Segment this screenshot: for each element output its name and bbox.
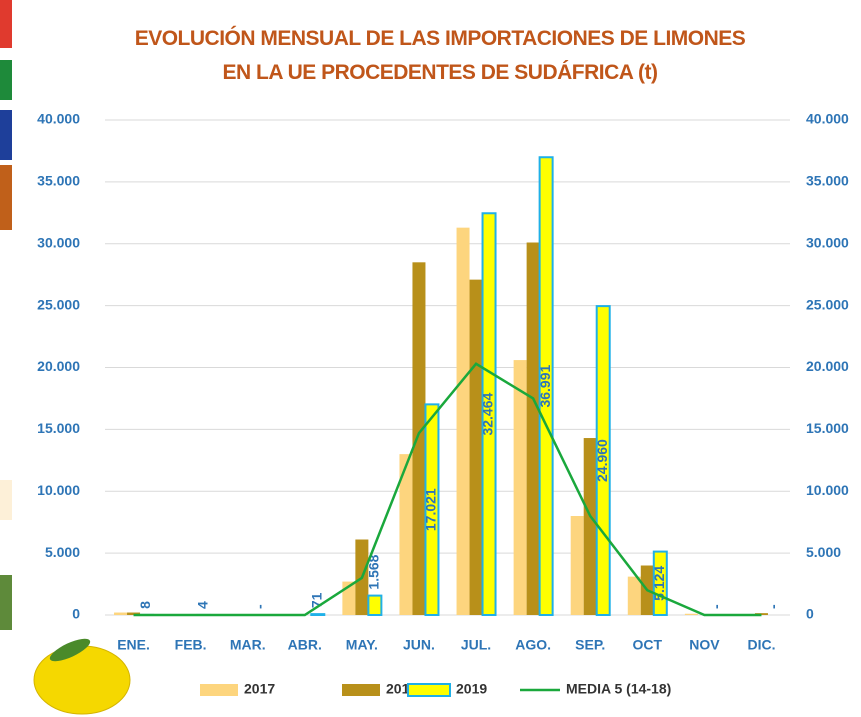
bar	[456, 227, 470, 615]
y2-tick-label: 10.000	[806, 482, 849, 498]
y2-tick-label: 35.000	[806, 173, 849, 189]
bar	[526, 242, 540, 615]
data-label: -	[251, 604, 267, 609]
bar	[538, 156, 554, 616]
y-tick-label: 20.000	[37, 358, 80, 374]
y2-tick-label: 20.000	[806, 358, 849, 374]
bar	[399, 454, 413, 615]
y-tick-label: 15.000	[37, 420, 80, 436]
bar	[469, 279, 483, 615]
bar	[652, 550, 668, 617]
bar	[570, 516, 584, 615]
x-tick-label: NOV	[689, 637, 720, 653]
legend-label: 2019	[456, 681, 487, 697]
side-strip	[0, 110, 12, 160]
y-tick-label: 40.000	[37, 111, 80, 127]
x-tick-label: MAR.	[230, 637, 266, 653]
legend-swatch	[407, 683, 451, 697]
y-tick-label: 35.000	[37, 173, 80, 189]
y2-tick-label: 15.000	[806, 420, 849, 436]
bar	[310, 613, 326, 617]
legend-label: MEDIA 5 (14-18)	[566, 681, 671, 697]
bar	[412, 262, 426, 615]
side-strip	[0, 165, 12, 230]
bar	[127, 612, 141, 615]
data-label: 32.464	[480, 393, 496, 436]
bar	[342, 581, 356, 615]
legend-swatch	[342, 684, 380, 696]
side-strip	[0, 480, 12, 520]
line	[133, 362, 762, 617]
data-label: 4	[194, 601, 210, 609]
data-label: 24.960	[594, 439, 610, 482]
x-tick-label: ENE.	[117, 637, 150, 653]
y-tick-label: 5.000	[45, 544, 80, 560]
bar	[583, 438, 597, 615]
bar	[481, 212, 497, 616]
x-tick-label: ABR.	[288, 637, 322, 653]
data-label: 5.124	[651, 566, 667, 601]
data-label: 1.568	[366, 554, 382, 589]
y-tick-label: 25.000	[37, 296, 80, 312]
y-tick-label: 0	[72, 606, 80, 622]
bar	[367, 594, 383, 617]
bar	[114, 612, 128, 615]
side-strip	[0, 575, 12, 630]
y-tick-label: 10.000	[37, 482, 80, 498]
bar	[627, 576, 641, 615]
y2-tick-label: 25.000	[806, 296, 849, 312]
data-label: 36.991	[537, 364, 553, 407]
x-tick-label: MAY.	[346, 637, 378, 653]
y-tick-label: 30.000	[37, 234, 80, 250]
bar	[424, 403, 440, 616]
x-tick-label: SEP.	[575, 637, 605, 653]
data-label: 71	[308, 592, 324, 608]
bar	[684, 613, 698, 615]
legend-swatch	[200, 684, 238, 696]
y2-tick-label: 5.000	[806, 544, 841, 560]
data-label: 8	[137, 601, 153, 609]
data-label: -	[708, 604, 724, 609]
x-tick-label: AGO.	[515, 637, 551, 653]
side-strip	[0, 0, 12, 48]
legend-label: 2017	[244, 681, 275, 697]
chart-title: EVOLUCIÓN MENSUAL DE LAS IMPORTACIONES D…	[134, 27, 746, 84]
x-tick-label: JUN.	[403, 637, 435, 653]
y2-tick-label: 30.000	[806, 234, 849, 250]
x-tick-label: DIC.	[747, 637, 775, 653]
bar	[513, 360, 527, 615]
data-label: -	[765, 604, 781, 609]
lemon-icon	[33, 645, 131, 715]
y2-tick-label: 0	[806, 606, 814, 622]
x-tick-label: JUL.	[461, 637, 491, 653]
side-strip	[0, 60, 12, 100]
data-label: 17.021	[423, 488, 439, 531]
x-tick-label: OCT	[633, 637, 663, 653]
lemon-leaf	[49, 638, 91, 662]
x-tick-label: FEB.	[175, 637, 207, 653]
y2-tick-label: 40.000	[806, 111, 849, 127]
